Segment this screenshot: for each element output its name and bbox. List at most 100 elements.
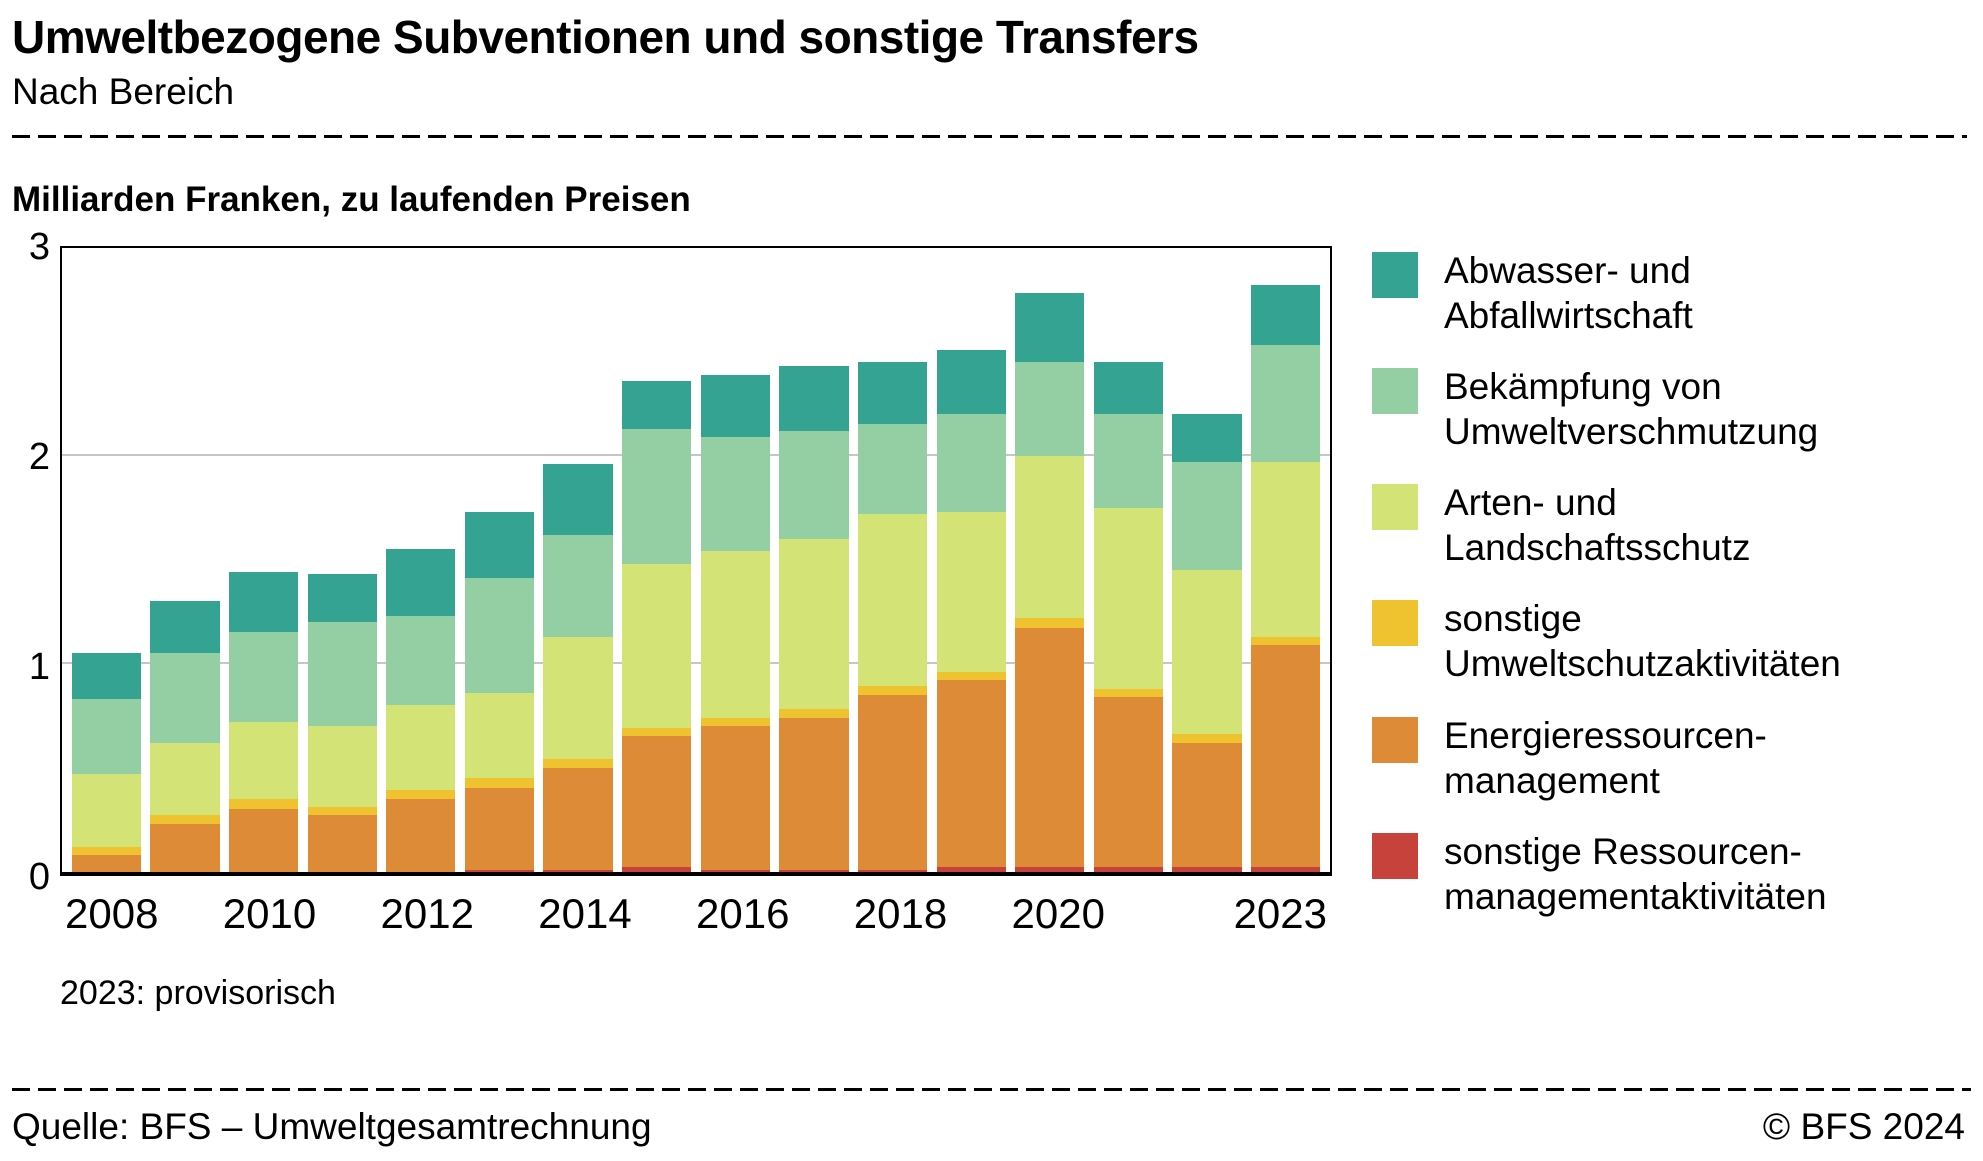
bar-segment [700, 869, 770, 872]
bar-segment [464, 778, 535, 789]
bar-segment [307, 622, 377, 727]
bar-segment [622, 380, 692, 429]
legend-entry: sonstige Ressourcen- managementaktivität… [1372, 829, 1967, 919]
bar-slot-2014 [539, 248, 618, 872]
bar-slot-2020 [1011, 248, 1090, 872]
bar-segment [543, 759, 613, 768]
bar-segment [779, 366, 849, 431]
bar-segment [1172, 414, 1242, 462]
legend-swatch [1372, 251, 1418, 298]
footer-divider [12, 1088, 1971, 1091]
legend-swatch [1372, 367, 1418, 414]
x-tick-label-empty [632, 890, 696, 938]
legend-entry: Energieressourcen- management [1372, 713, 1967, 803]
bar-segment [857, 513, 928, 687]
plot-outer: 2008 2010 2012 2014 2016 2018 2020 2023 2023: p… [60, 245, 1332, 1013]
legend-entry: Abwasser- und Abfallwirtschaft [1372, 248, 1967, 338]
y-tick-label-1: 1 [28, 645, 50, 688]
bar-segment [71, 773, 141, 847]
bar-segment [307, 807, 377, 816]
bar-2021 [1093, 248, 1164, 872]
x-tick-label-2020: 2020 [1011, 889, 1105, 937]
y-axis-unit-label: Milliarden Franken, zu laufenden Preisen [12, 179, 691, 219]
bar-segment [386, 790, 456, 799]
bar-slot-2019 [932, 248, 1011, 872]
chart-footnote: 2023: provisorisch [60, 973, 336, 1012]
bar-segment [779, 717, 849, 870]
bar-segment [1015, 628, 1085, 868]
bar-2017 [779, 248, 849, 872]
x-tick-label-empty [158, 890, 222, 938]
bar-slot-2015 [617, 248, 696, 872]
bar-segment [700, 726, 770, 870]
bar-segment [386, 549, 456, 616]
bar-segment [228, 632, 299, 722]
source-text: Quelle: BFS – Umweltgesamtrechnung [12, 1106, 652, 1147]
legend-label: Abwasser- und Abfallwirtschaft [1444, 249, 1693, 336]
bar-segment [1172, 742, 1242, 868]
legend-entry: Bekämpfung von Umweltverschmutzung [1372, 364, 1967, 454]
bar-slot-2021 [1089, 248, 1168, 872]
bar-segment [700, 374, 770, 437]
bar-segment [1172, 867, 1242, 872]
legend-label: sonstige Ressourcen- managementaktivität… [1444, 830, 1827, 917]
bar-segment [1015, 293, 1085, 363]
bar-segment [700, 436, 770, 552]
bar-segment [1015, 455, 1085, 618]
bar-segment [228, 721, 299, 799]
page-subtitle: Nach Bereich [12, 70, 235, 112]
bar-segment [936, 867, 1006, 872]
page-title: Umweltbezogene Subventionen und sonstige… [12, 11, 1199, 63]
chart-area: 0 1 2 3 2008 2010 2012 2014 2016 2018 2020 2023 20… [12, 227, 1967, 1013]
x-tick-label-2023: 2023 [1233, 889, 1327, 937]
legend: Abwasser- und Abfallwirtschaft Bekämpfung… [1332, 246, 1967, 1013]
x-tick-label-2008: 2008 [65, 889, 159, 937]
bar-segment [936, 680, 1006, 868]
bar-2015 [622, 248, 692, 872]
bar-slot-2013 [460, 248, 539, 872]
bar-segment [71, 653, 141, 699]
bar-segment [71, 846, 141, 855]
footer: Quelle: BFS – Umweltgesamtrechnung © BFS… [12, 1106, 1965, 1148]
bar-segment [936, 671, 1006, 681]
bar-segment [1172, 570, 1242, 735]
bar-segment [1093, 688, 1164, 697]
bar-slot-2008 [67, 248, 146, 872]
bar-segment [464, 578, 535, 693]
bar-segment [464, 511, 535, 579]
legend-swatch [1372, 600, 1418, 647]
y-tick-label-0: 0 [28, 855, 50, 898]
bar-2020 [1015, 248, 1085, 872]
bar-segment [386, 705, 456, 791]
bar-segment [1093, 362, 1164, 415]
bar-slot-2023 [1246, 248, 1325, 872]
bar-segment [1251, 644, 1321, 868]
bar-segment [857, 686, 928, 695]
bar-2009 [150, 248, 220, 872]
bar-segment [1015, 617, 1085, 629]
bar-segment [779, 869, 849, 872]
bar-segment [1172, 461, 1242, 571]
bar-segment [936, 349, 1006, 415]
bar-segment [857, 869, 928, 872]
bar-segment [543, 636, 613, 760]
bar-slot-2011 [303, 248, 382, 872]
bar-2013 [464, 248, 535, 872]
bar-segment [228, 572, 299, 633]
bar-2023 [1251, 248, 1321, 872]
legend-entry: sonstige Umweltschutzaktivitäten [1372, 596, 1967, 686]
bar-2012 [386, 248, 456, 872]
bar-2018 [857, 248, 928, 872]
x-tick-label-empty [1169, 890, 1233, 938]
bar-segment [543, 534, 613, 637]
bar-2014 [543, 248, 613, 872]
bar-segment [857, 694, 928, 870]
legend-entry: Arten- und Landschaftsschutz [1372, 480, 1967, 570]
bar-segment [386, 615, 456, 706]
bar-segment [307, 574, 377, 623]
bar-segment [228, 809, 299, 872]
bar-segment [700, 717, 770, 726]
legend-label: sonstige Umweltschutzaktivitäten [1444, 598, 1841, 685]
bar-segment [1093, 696, 1164, 868]
